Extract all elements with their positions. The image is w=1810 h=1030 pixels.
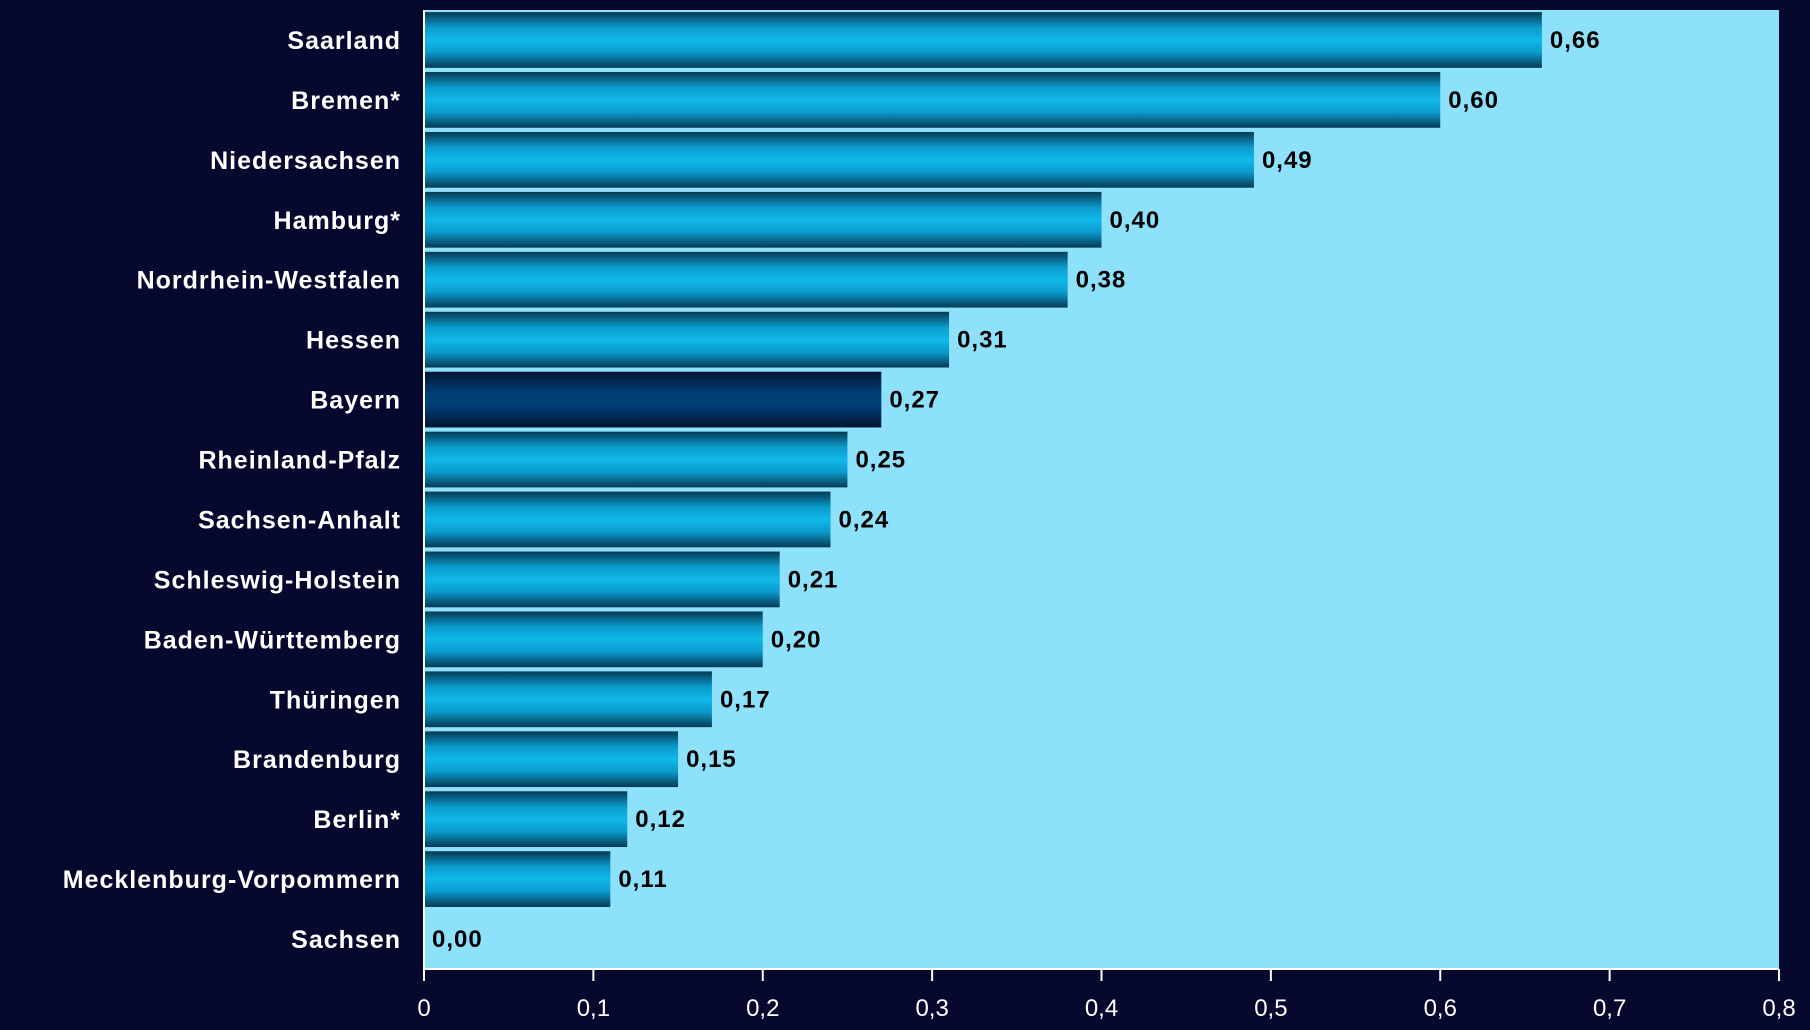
- bar: [424, 191, 1102, 248]
- x-tick-label: 0,5: [1254, 995, 1287, 1022]
- bar: [424, 731, 679, 788]
- category-label: Baden-Württemberg: [144, 626, 401, 654]
- value-label: 0,27: [889, 387, 940, 414]
- bar: [424, 371, 882, 428]
- category-label: Berlin*: [313, 806, 401, 834]
- value-label: 0,12: [635, 806, 686, 833]
- bar: [424, 671, 712, 728]
- x-axis: 0 0,1 0,2 0,3 0,4 0,5 0,6 0,7 0,8: [417, 10, 1796, 1022]
- value-label: 0,40: [1110, 207, 1161, 234]
- bar: [424, 131, 1254, 188]
- x-tick-label: 0,7: [1593, 995, 1626, 1022]
- bar: [424, 72, 1441, 128]
- bar: [424, 551, 780, 608]
- category-label: Hamburg*: [274, 207, 401, 235]
- value-label: 0,21: [788, 566, 839, 593]
- category-label: Sachsen: [291, 926, 401, 954]
- value-label: 0,66: [1550, 27, 1601, 54]
- x-tick-label: 0: [417, 995, 430, 1022]
- x-tick-label: 0,4: [1085, 995, 1118, 1022]
- value-label: 0,60: [1448, 87, 1499, 114]
- value-label: 0,17: [720, 686, 771, 713]
- bar: [424, 851, 611, 907]
- category-label: Niedersachsen: [210, 147, 401, 175]
- value-label: 0,25: [855, 447, 906, 474]
- value-label: 0,20: [771, 626, 822, 653]
- bar: [424, 611, 763, 668]
- bar: [424, 311, 950, 368]
- x-tick-label: 0,2: [746, 995, 779, 1022]
- category-label: Brandenburg: [233, 746, 401, 774]
- bar: [424, 431, 848, 488]
- category-label: Sachsen-Anhalt: [198, 506, 401, 534]
- bar: [424, 491, 831, 548]
- bar: [424, 251, 1068, 308]
- value-label: 0,49: [1262, 147, 1313, 174]
- category-label: Bremen*: [291, 87, 401, 115]
- category-label: Thüringen: [270, 686, 401, 714]
- bar: [424, 12, 1542, 68]
- bar: [424, 791, 628, 848]
- category-label: Mecklenburg-Vorpommern: [63, 866, 401, 894]
- x-tick-label: 0,1: [577, 995, 610, 1022]
- value-label: 0,00: [432, 926, 483, 953]
- category-label: Bayern: [310, 387, 401, 415]
- category-label: Schleswig-Holstein: [154, 566, 401, 594]
- bars-layer: [424, 12, 1542, 907]
- value-label: 0,15: [686, 746, 737, 773]
- labels-layer: Saarland 0,66 Bremen* 0,60 Niedersachsen 0,49…: [63, 27, 1601, 954]
- value-label: 0,24: [839, 506, 890, 533]
- value-label: 0,38: [1076, 267, 1127, 294]
- category-label: Hessen: [306, 327, 401, 355]
- category-label: Rheinland-Pfalz: [198, 447, 401, 475]
- value-label: 0,31: [957, 327, 1008, 354]
- x-tick-label: 0,3: [915, 995, 948, 1022]
- x-tick-label: 0,8: [1762, 995, 1795, 1022]
- category-label: Nordrhein-Westfalen: [137, 267, 401, 295]
- category-label: Saarland: [287, 27, 401, 55]
- value-label: 0,11: [618, 866, 667, 893]
- x-tick-label: 0,6: [1424, 995, 1457, 1022]
